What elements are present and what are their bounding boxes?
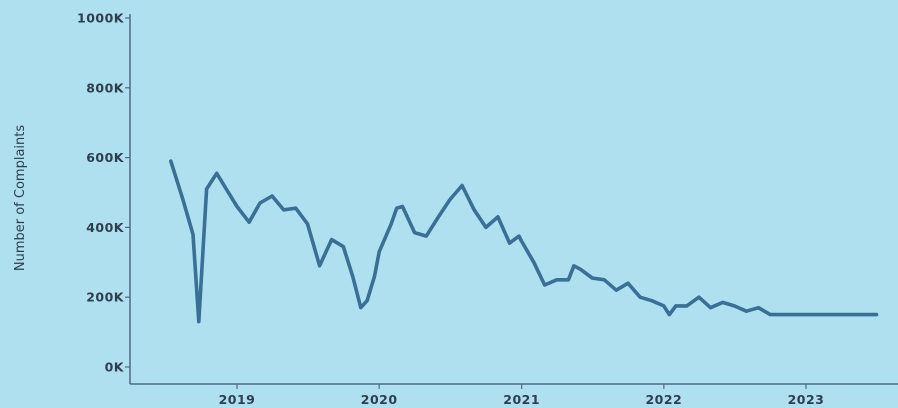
y-tick-label: 1000K: [77, 11, 125, 26]
y-tick-label: 600K: [86, 150, 125, 165]
x-tick-label: 2022: [645, 392, 682, 407]
x-axis-ticks: 2019 2020 2021 2022 2023: [219, 384, 825, 407]
y-tick-label: 200K: [86, 290, 125, 305]
y-tick-label: 400K: [86, 220, 125, 235]
y-tick-label: 0K: [105, 360, 125, 375]
y-axis-title: Number of Complaints: [13, 125, 28, 271]
x-tick-label: 2020: [361, 392, 398, 407]
y-axis-ticks: 0K 200K 400K 600K 800K 1000K: [77, 11, 130, 375]
x-tick-label: 2021: [503, 392, 540, 407]
x-tick-label: 2023: [788, 392, 825, 407]
x-tick-label: 2019: [219, 392, 256, 407]
series-line: [169, 159, 879, 324]
y-tick-label: 800K: [86, 80, 125, 95]
